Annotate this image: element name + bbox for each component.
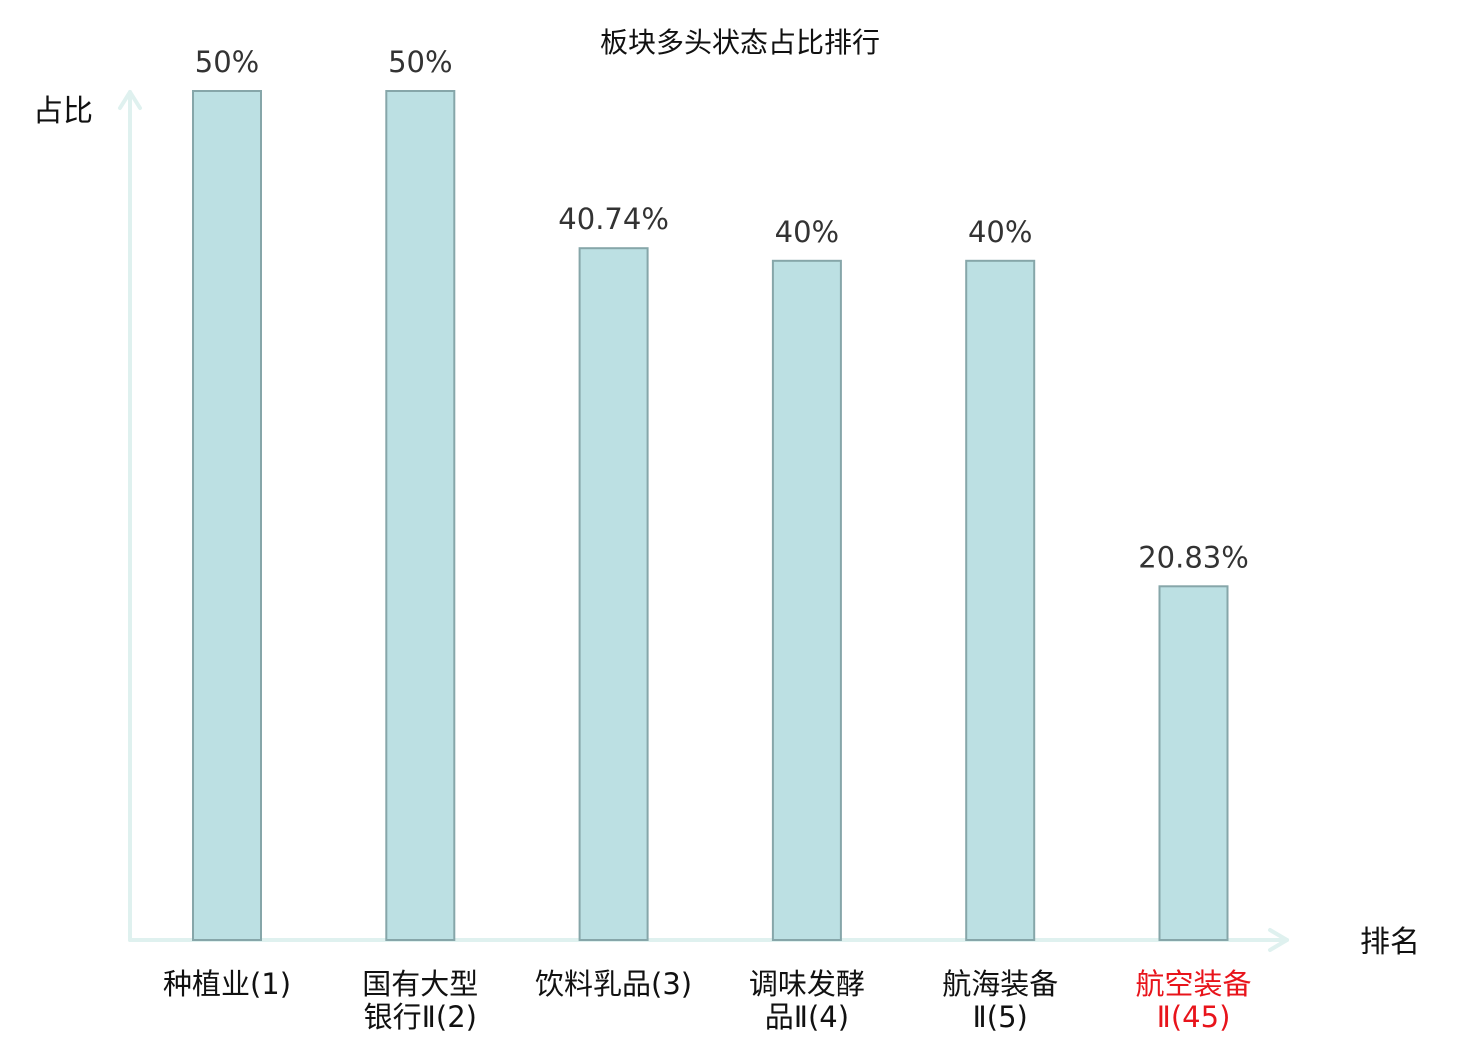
x-tick-label: 国有大型银行Ⅱ(2) (362, 967, 478, 1034)
x-tick-label-line: 航空装备 (1135, 967, 1251, 1001)
x-tick-labels: 种植业(1) 国有大型银行Ⅱ(2) 饮料乳品(3) 调味发酵品Ⅱ(4) 航海装备 Ⅱ(5)… (163, 967, 1252, 1034)
bar-value-label: 20.83% (1138, 540, 1249, 574)
bar-2 (385, 90, 456, 941)
x-tick-label-line: 品Ⅱ(4) (765, 1000, 849, 1034)
x-tick-label: 饮料乳品(3) (535, 967, 692, 1001)
x-tick-label-line: 饮料乳品(3) (535, 967, 692, 1001)
bar-series (192, 90, 1229, 941)
x-tick-label-line: 银行Ⅱ(2) (364, 1000, 477, 1034)
x-tick-label-line: Ⅱ(45) (1157, 1000, 1231, 1034)
x-tick-label: 航空装备 Ⅱ(45) (1135, 967, 1251, 1034)
bar-5 (965, 259, 1036, 941)
bar-4 (771, 259, 842, 941)
x-tick-label: 种植业(1) (163, 967, 291, 1001)
y-axis-label: 占比 (33, 94, 93, 129)
axes (118, 90, 1289, 952)
x-tick-label-line: 国有大型 (362, 967, 478, 1001)
bar-1 (192, 90, 262, 941)
x-tick-label: 航海装备 Ⅱ(5) (942, 967, 1058, 1034)
x-tick-label-line: Ⅱ(5) (973, 1000, 1028, 1034)
x-axis-label: 排名 (1360, 925, 1420, 960)
bar-value-label: 50% (388, 45, 452, 79)
x-tick-label-line: 航海装备 (942, 967, 1058, 1001)
x-axis-arrow (1268, 928, 1289, 952)
x-tick-label: 调味发酵品Ⅱ(4) (749, 967, 865, 1034)
bar-value-label: 50% (195, 45, 259, 79)
value-labels: 50% 50% 40.74% 40% 40% 20.83% (195, 45, 1249, 574)
x-tick-label-line: 调味发酵 (749, 967, 865, 1001)
bar-value-label: 40% (968, 215, 1032, 249)
chart-title: 板块多头状态占比排行 (600, 26, 880, 59)
bar-value-label: 40.74% (558, 202, 669, 236)
bar-6 (1158, 585, 1229, 941)
bar-value-label: 40% (775, 215, 839, 249)
bar-3 (578, 247, 649, 941)
y-axis-arrow (118, 90, 142, 110)
x-tick-label-line: 种植业(1) (163, 967, 291, 1001)
